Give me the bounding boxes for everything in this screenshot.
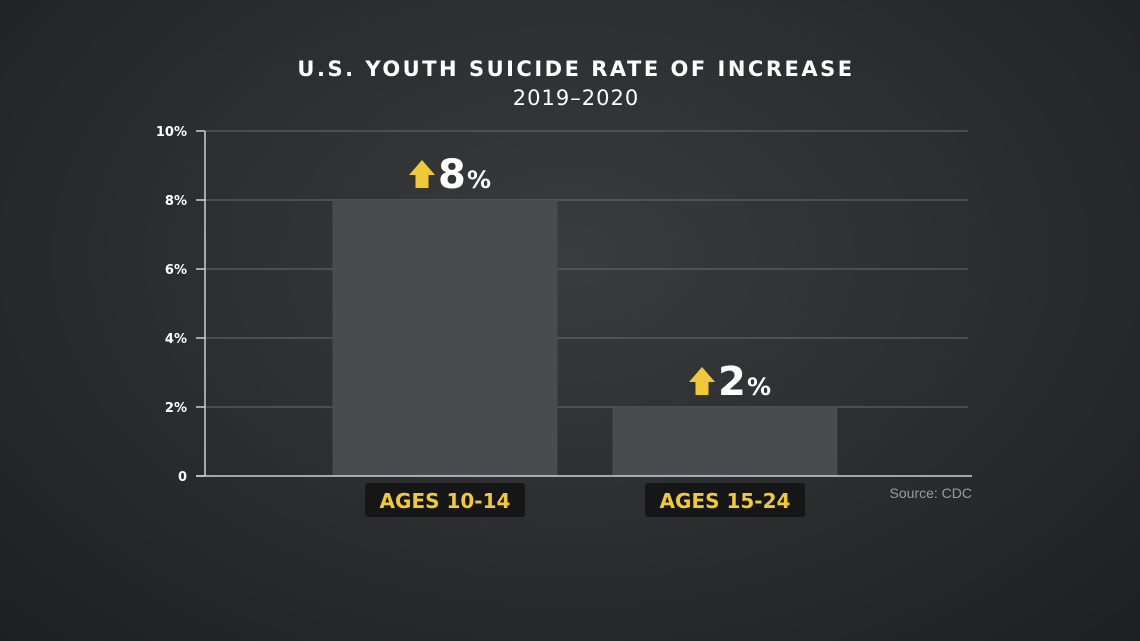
y-tick-label: 8% (165, 194, 187, 209)
category-label: AGES 15-24 (660, 489, 791, 513)
category-labels: AGES 10-14 AGES 15-24 (365, 483, 805, 517)
up-arrow-icon (689, 367, 715, 395)
gridlines (205, 130, 968, 408)
category-label-bg (645, 483, 805, 517)
y-axis-ticks: 0 2% 4% 6% 8% 10% (156, 125, 205, 485)
value-label: 2% (689, 359, 771, 405)
y-tick-label: 2% (165, 401, 187, 416)
y-tick-label: 6% (165, 263, 187, 278)
value-number: 2 (718, 359, 746, 405)
category-label: AGES 10-14 (380, 489, 511, 513)
category-label-bg (365, 483, 525, 517)
bars (332, 200, 838, 476)
y-tick-label: 4% (165, 332, 187, 347)
value-unit: % (467, 166, 491, 194)
axes (196, 131, 972, 477)
value-labels: 8 %2% (409, 152, 771, 405)
bar (612, 407, 838, 476)
chart-subtitle: 2019–2020 (513, 86, 639, 110)
chart-title: U.S. YOUTH SUICIDE RATE OF INCREASE (297, 57, 854, 81)
y-tick-label: 10% (156, 125, 187, 140)
bar (332, 200, 558, 476)
y-tick-label: 0 (178, 470, 187, 485)
value-label: 8% (409, 152, 491, 198)
up-arrow-icon (409, 160, 435, 188)
source-note: Source: CDC (890, 485, 972, 501)
value-unit: % (747, 373, 771, 401)
value-number: 8 (438, 152, 466, 198)
